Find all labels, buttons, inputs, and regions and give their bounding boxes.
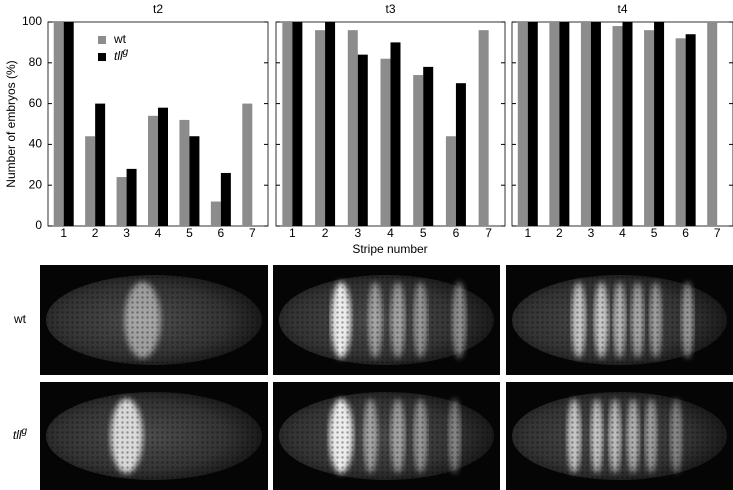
x-tick-label: 6 xyxy=(218,226,225,240)
legend-swatch xyxy=(98,36,106,44)
bar xyxy=(179,119,190,226)
bar xyxy=(189,136,200,226)
bar xyxy=(315,30,326,226)
bar xyxy=(685,34,696,226)
x-tick-label: 5 xyxy=(420,226,427,240)
bar xyxy=(210,201,221,226)
bar xyxy=(282,22,293,226)
y-tick-label: 0 xyxy=(35,218,42,232)
bar xyxy=(675,38,686,226)
x-tick-label: 3 xyxy=(354,226,361,240)
legend-label: tllg xyxy=(114,47,129,64)
nuclei xyxy=(279,275,494,365)
row-label-text: tll xyxy=(13,428,22,442)
y-axis-label: Number of embryos (%) xyxy=(4,60,18,187)
legend-swatch xyxy=(98,53,106,61)
x-tick-label: 5 xyxy=(651,226,658,240)
bar xyxy=(347,30,358,226)
y-tick-label: 40 xyxy=(29,137,43,151)
row-label: tllg xyxy=(13,426,28,443)
x-tick-label: 2 xyxy=(556,226,563,240)
x-tick-label: 3 xyxy=(123,226,130,240)
bar xyxy=(707,22,718,226)
bar xyxy=(390,42,401,227)
bar xyxy=(654,22,665,226)
bar xyxy=(612,26,623,226)
bar xyxy=(445,136,456,226)
bar xyxy=(622,22,633,226)
bar xyxy=(527,22,538,226)
y-tick-label: 20 xyxy=(29,177,43,191)
x-tick-label: 7 xyxy=(249,226,256,240)
bar xyxy=(158,107,168,226)
bar xyxy=(590,22,601,226)
legend-label-text: wt xyxy=(113,32,127,46)
x-tick-label: 6 xyxy=(453,226,460,240)
bar xyxy=(644,30,655,226)
x-tick-label: 6 xyxy=(682,226,689,240)
bar xyxy=(478,30,489,226)
nuclei xyxy=(46,275,262,365)
x-tick-label: 5 xyxy=(186,226,193,240)
bar xyxy=(517,22,528,226)
x-tick-label: 7 xyxy=(485,226,492,240)
bar xyxy=(148,115,158,226)
bar xyxy=(242,103,253,226)
bar xyxy=(220,172,231,226)
bar xyxy=(549,22,560,226)
bar xyxy=(559,22,570,226)
row-label-text: wt xyxy=(13,312,27,326)
bar xyxy=(53,22,64,226)
bar xyxy=(63,22,74,226)
bar xyxy=(455,83,466,226)
chart-title: t4 xyxy=(617,2,627,16)
bar xyxy=(325,22,336,226)
bar xyxy=(85,136,96,226)
bar xyxy=(292,22,303,226)
y-tick-label: 100 xyxy=(22,14,42,28)
bar xyxy=(357,54,368,226)
chart-title: t2 xyxy=(153,2,163,16)
x-tick-label: 4 xyxy=(387,226,394,240)
x-tick-label: 2 xyxy=(322,226,329,240)
x-tick-label: 1 xyxy=(524,226,531,240)
bar xyxy=(116,177,127,226)
nuclei xyxy=(512,392,727,480)
x-tick-label: 4 xyxy=(155,226,162,240)
x-tick-label: 3 xyxy=(588,226,595,240)
bar xyxy=(413,75,424,226)
row-label-superscript: g xyxy=(22,426,28,437)
x-tick-label: 4 xyxy=(619,226,626,240)
legend-label-text: tll xyxy=(114,49,123,63)
bar xyxy=(126,168,137,226)
row-label: wt xyxy=(13,312,27,326)
x-tick-label: 2 xyxy=(92,226,99,240)
bar xyxy=(380,58,391,226)
y-tick-label: 80 xyxy=(29,55,43,69)
nuclei xyxy=(279,392,494,480)
chart-title: t3 xyxy=(385,2,395,16)
legend-label-superscript: g xyxy=(123,47,129,58)
nuclei xyxy=(512,275,727,365)
x-tick-label: 1 xyxy=(289,226,296,240)
bar xyxy=(95,103,106,226)
bar xyxy=(580,22,591,226)
x-tick-label: 1 xyxy=(60,226,67,240)
nuclei xyxy=(46,392,262,480)
x-axis-label: Stripe number xyxy=(352,242,427,256)
x-tick-label: 7 xyxy=(714,226,721,240)
bar xyxy=(423,66,434,226)
legend-label: wt xyxy=(113,32,127,46)
y-tick-label: 60 xyxy=(29,96,43,110)
